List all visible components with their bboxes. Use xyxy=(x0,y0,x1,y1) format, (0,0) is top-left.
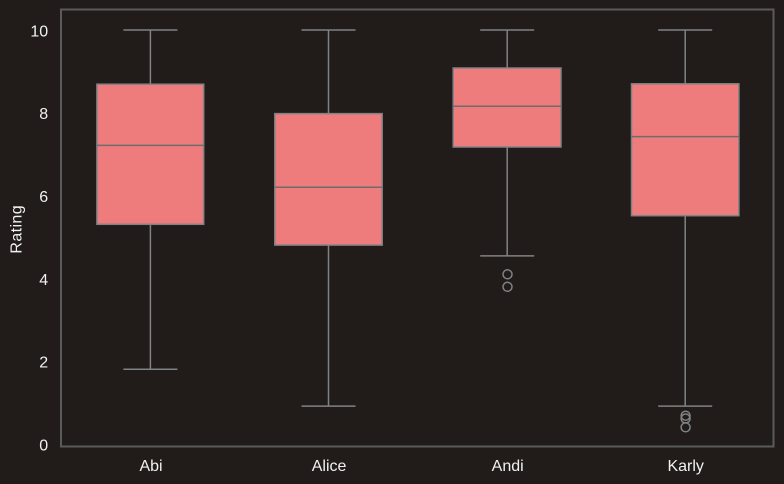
svg-text:0: 0 xyxy=(39,437,48,454)
svg-text:Rating: Rating xyxy=(9,205,26,254)
svg-text:2: 2 xyxy=(39,355,48,372)
svg-text:8: 8 xyxy=(39,106,48,123)
svg-text:Andi: Andi xyxy=(492,458,524,475)
svg-text:4: 4 xyxy=(39,272,48,289)
svg-text:Alice: Alice xyxy=(312,458,347,475)
svg-text:10: 10 xyxy=(30,24,48,41)
svg-text:Karly: Karly xyxy=(667,458,703,475)
svg-text:6: 6 xyxy=(39,189,48,206)
svg-text:Abi: Abi xyxy=(139,458,162,475)
